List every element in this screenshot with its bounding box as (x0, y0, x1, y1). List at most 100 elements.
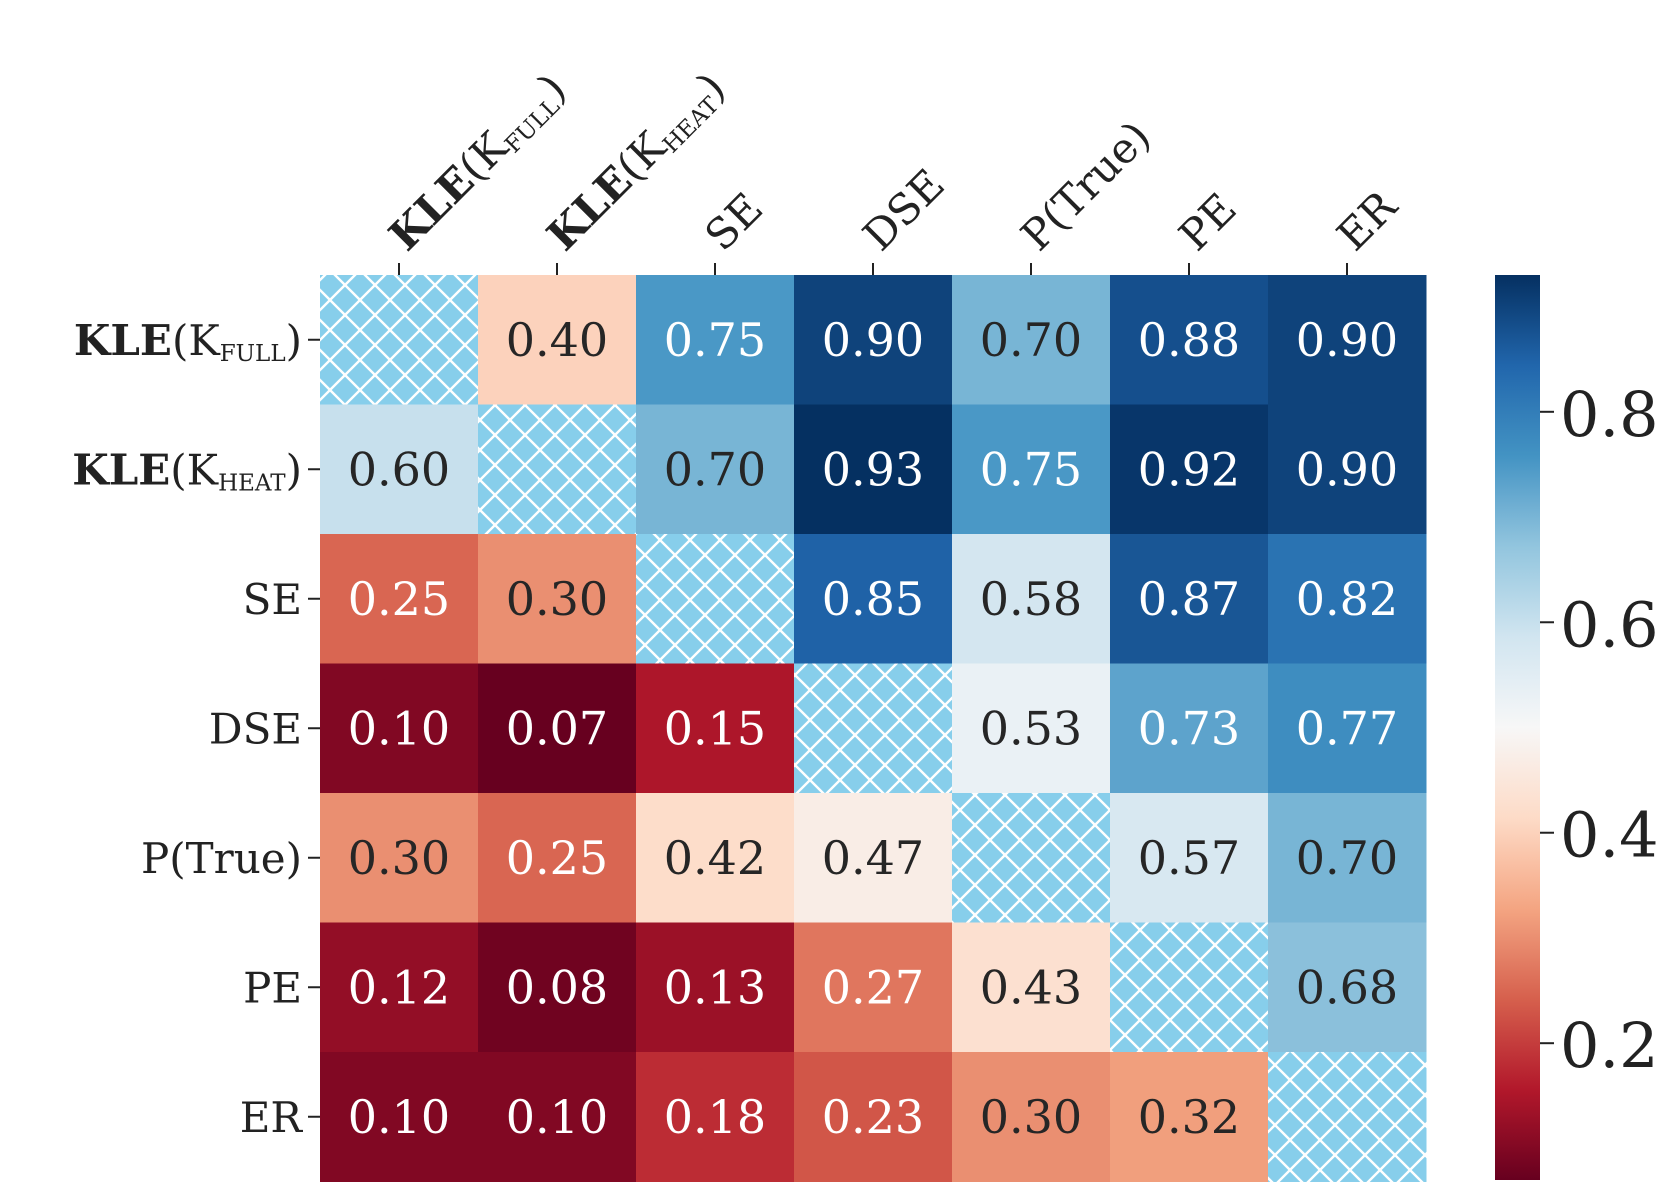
heatmap-cell (794, 922, 953, 1053)
heatmap-cell (1268, 275, 1427, 405)
colorbar-gradient (1495, 275, 1540, 1180)
heatmap-cell (952, 404, 1111, 535)
cell-value-label: 0.60 (348, 442, 450, 496)
cell-value-label: 0.87 (1138, 572, 1240, 626)
heatmap-cell (1110, 404, 1269, 535)
heatmap-cell (636, 663, 795, 794)
heatmap-cell (1110, 793, 1269, 923)
heatmap-cell (320, 1052, 479, 1182)
cell-value-label: 0.10 (348, 701, 450, 755)
cell-value-label: 0.30 (348, 831, 450, 885)
cell-value-label: 0.90 (822, 313, 924, 367)
row-label: KLE(KHEAT) (72, 445, 302, 496)
heatmap-cell (1268, 404, 1427, 535)
cell-value-label: 0.82 (1296, 572, 1398, 626)
heatmap-cell (794, 1052, 953, 1182)
cell-value-label: 0.70 (980, 313, 1082, 367)
row-label: KLE(KFULL) (74, 316, 302, 367)
heatmap-cell (952, 275, 1111, 405)
row-axis: KLE(KFULL) KLE(KHEAT) SE DSE P(True) PE ER (72, 316, 320, 1142)
row-label: SE (243, 575, 302, 624)
cell-value-label: 0.25 (506, 831, 608, 885)
cell-value-label: 0.25 (348, 572, 450, 626)
cell-value-label: 0.75 (980, 442, 1082, 496)
cell-value-label: 0.70 (1296, 831, 1398, 885)
colorbar-tick-label: 0.2 (1560, 1009, 1659, 1082)
diagonal-cell-hatched (636, 534, 795, 664)
cell-value-label: 0.12 (348, 960, 450, 1014)
cell-value-label: 0.70 (664, 442, 766, 496)
heatmap-cell (794, 404, 953, 535)
heatmap-cell (952, 922, 1111, 1053)
cell-value-label: 0.73 (1138, 701, 1240, 755)
heatmap-cell (1110, 1052, 1269, 1182)
diagonal-cell-hatched (478, 404, 637, 535)
cell-value-label: 0.47 (822, 831, 924, 885)
colorbar-tick-label: 0.8 (1560, 378, 1659, 451)
cell-value-label: 0.27 (822, 960, 924, 1014)
heatmap-cell (478, 1052, 637, 1182)
cell-value-label: 0.57 (1138, 831, 1240, 885)
diagonal-cell-hatched (794, 663, 953, 794)
heatmap-cell (794, 534, 953, 664)
heatmap-cell (1268, 663, 1427, 794)
column-axis: KLE(KFULL)KLE(KHEAT)SE DSE P(True) PE ER (379, 63, 1407, 275)
heatmap-cell (952, 1052, 1111, 1182)
colorbar-tick-label: 0.6 (1560, 588, 1659, 661)
cell-value-label: 0.10 (348, 1090, 450, 1144)
heatmap-cell (478, 663, 637, 794)
diagonal-cell-hatched (952, 793, 1111, 923)
heatmap-cell (1110, 275, 1269, 405)
heatmap-cell (1268, 534, 1427, 664)
cell-value-label: 0.10 (506, 1090, 608, 1144)
cell-value-label: 0.23 (822, 1090, 924, 1144)
heatmap-cell (478, 534, 637, 664)
heatmap-cell (320, 404, 479, 535)
cell-value-label: 0.30 (980, 1090, 1082, 1144)
heatmap-cell (794, 275, 953, 405)
cell-value-label: 0.58 (980, 572, 1082, 626)
diagonal-cell-hatched (1268, 1052, 1427, 1182)
heatmap-cell (320, 534, 479, 664)
column-label: SE (695, 183, 772, 260)
row-label: P(True) (141, 834, 302, 883)
cell-value-label: 0.90 (1296, 442, 1398, 496)
cell-value-label: 0.32 (1138, 1090, 1240, 1144)
cell-value-label: 0.42 (664, 831, 766, 885)
heatmap-cell (478, 793, 637, 923)
colorbar-tick-label: 0.4 (1560, 799, 1659, 872)
heatmap-cell (1110, 534, 1269, 664)
cell-value-label: 0.75 (664, 313, 766, 367)
cell-value-label: 0.40 (506, 313, 608, 367)
heatmap-cell (636, 275, 795, 405)
column-label: ER (1327, 180, 1407, 260)
cell-value-label: 0.77 (1296, 701, 1398, 755)
row-label: PE (243, 963, 302, 1012)
heatmap-cell (952, 534, 1111, 664)
column-label: PE (1169, 184, 1245, 260)
heatmap-cell (320, 793, 479, 923)
diagonal-cell-hatched (1110, 922, 1269, 1053)
heatmap-cell (636, 793, 795, 923)
heatmap-cell (794, 793, 953, 923)
cell-value-label: 0.08 (506, 960, 608, 1014)
cell-value-label: 0.68 (1296, 960, 1398, 1014)
cell-value-label: 0.13 (664, 960, 766, 1014)
heatmap-cell (478, 275, 637, 405)
column-label: DSE (853, 160, 953, 260)
heatmap-cell (636, 404, 795, 535)
heatmap-cell (1268, 793, 1427, 923)
cell-value-label: 0.53 (980, 701, 1082, 755)
colorbar: 0.2 0.4 0.6 0.8 (1495, 275, 1659, 1180)
cell-value-label: 0.30 (506, 572, 608, 626)
cell-value-label: 0.18 (664, 1090, 766, 1144)
heatmap-cell (636, 922, 795, 1053)
cell-value-label: 0.15 (664, 701, 766, 755)
heatmap-cell (320, 922, 479, 1053)
cell-value-label: 0.93 (822, 442, 924, 496)
heatmap-cell (478, 922, 637, 1053)
diagonal-cell-hatched (320, 275, 479, 405)
heatmap-cell (952, 663, 1111, 794)
row-label: DSE (209, 704, 302, 753)
cell-value-label: 0.43 (980, 960, 1082, 1014)
